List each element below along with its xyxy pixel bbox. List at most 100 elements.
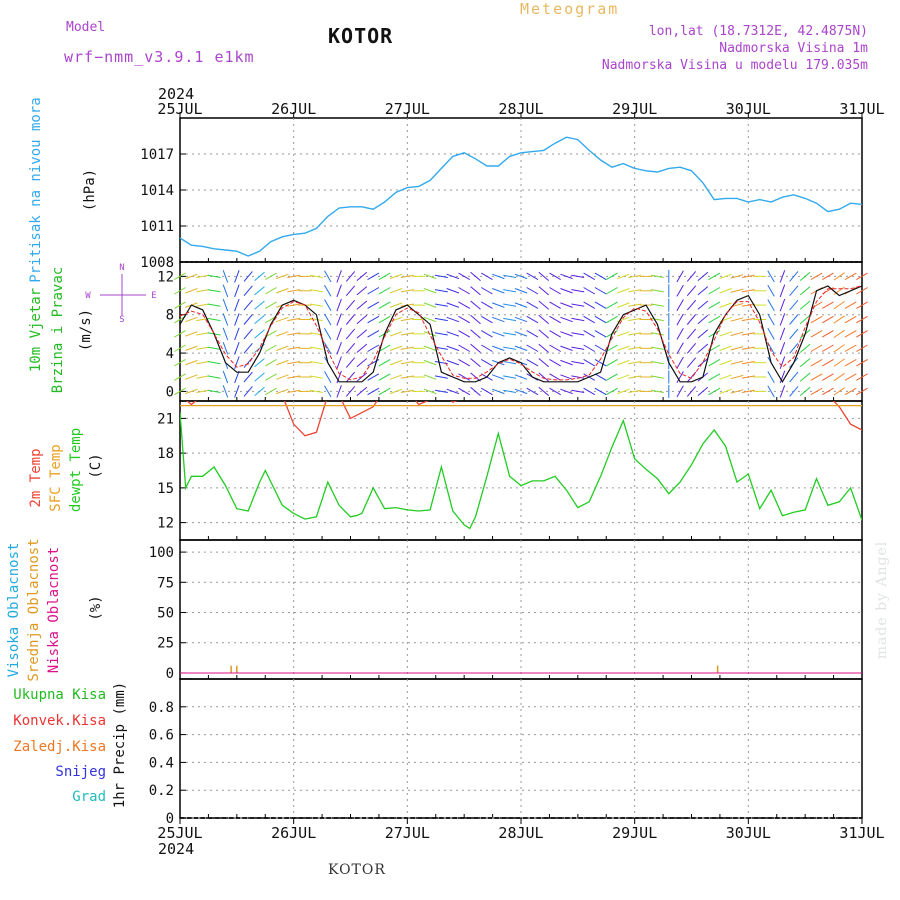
precip-ytick-label: 0.2 xyxy=(149,783,174,799)
wind-arrow xyxy=(650,375,664,379)
precip-legend-3: Snijeg xyxy=(55,764,106,780)
wind-arrow xyxy=(400,389,414,393)
wind-arrow xyxy=(719,374,732,380)
bottom-xtick-label: 30JUL xyxy=(726,824,771,842)
compass-letter: S xyxy=(119,315,124,325)
wind-arrow xyxy=(606,272,618,281)
wind-arrow xyxy=(741,274,755,278)
wind-arrow xyxy=(196,389,210,393)
wind-arrow xyxy=(549,330,561,338)
wind-arrow xyxy=(324,371,332,383)
wind-arrow xyxy=(789,386,799,397)
wind-arrow xyxy=(697,271,709,281)
wind-arrow xyxy=(458,344,471,352)
wind-arrow xyxy=(234,327,240,341)
wind-arrow xyxy=(571,346,585,350)
wind-arrow xyxy=(470,386,481,396)
wind-arrow xyxy=(185,345,198,351)
wind-arrow xyxy=(606,373,618,381)
wind-arrow xyxy=(686,314,697,325)
wind-arrow xyxy=(571,361,585,365)
wind-arrow xyxy=(309,303,323,307)
wind-arrow xyxy=(676,270,684,283)
wind-arrow xyxy=(345,285,356,297)
cloud-ytick-label: 100 xyxy=(149,545,174,561)
wind-arrow xyxy=(719,288,732,294)
wind-arrow xyxy=(856,315,868,324)
precip-legend-1: Konvek.Kisa xyxy=(13,713,106,729)
wind-arrow xyxy=(324,284,332,297)
wind-arrow xyxy=(356,386,368,396)
wind-arrow xyxy=(503,375,517,379)
wind-arrow xyxy=(844,387,857,396)
wind-arrow xyxy=(549,315,561,324)
wind-arrow xyxy=(833,300,845,310)
wind-arrow xyxy=(434,332,448,336)
wind-arrow xyxy=(196,289,210,293)
wind-arrow xyxy=(779,370,786,384)
wind-arrow xyxy=(446,359,460,366)
wind-arrow xyxy=(571,274,585,278)
wind-arrow xyxy=(822,330,834,338)
wind-arrow xyxy=(400,375,414,379)
wind-arrow xyxy=(389,374,403,380)
bottom-xtick-label: 31JUL xyxy=(839,824,884,842)
wind-arrow xyxy=(481,315,493,324)
wind-arrow xyxy=(400,332,414,336)
wind-arrow xyxy=(856,344,868,352)
compass-letter: N xyxy=(119,263,124,273)
wind-arrow xyxy=(378,373,391,381)
wind-arrow xyxy=(741,317,755,322)
wind-arrow xyxy=(503,289,517,293)
wind-arrow xyxy=(810,330,823,338)
wind-arrow xyxy=(276,316,289,323)
precip-ytick-label: 0.6 xyxy=(149,728,174,744)
wind-arrow xyxy=(606,387,618,396)
pressure-ytick-label: 1011 xyxy=(140,219,174,235)
wind-arrow xyxy=(686,271,697,282)
wind-arrow xyxy=(810,315,823,324)
wind-arrow xyxy=(470,343,481,353)
wind-arrow xyxy=(446,331,460,337)
wind-arrow xyxy=(207,274,221,278)
wind-arrow xyxy=(767,270,775,283)
wind-arrow xyxy=(628,317,642,322)
top-xtick-label: 30JUL xyxy=(726,100,771,118)
wind-arrow xyxy=(309,274,323,278)
wind-arrow xyxy=(856,387,868,396)
wind-arrow xyxy=(234,342,240,355)
wind-arrow xyxy=(356,286,368,296)
wind-unit-label: (m/s) xyxy=(78,309,94,351)
wind-arrow xyxy=(243,299,253,311)
wind-arrow xyxy=(549,373,561,381)
wind-arrow xyxy=(336,327,342,341)
wind-arrow xyxy=(538,358,550,368)
wind-arrow xyxy=(526,287,539,295)
wind-arrow xyxy=(378,287,391,295)
wind-arrow xyxy=(730,389,744,394)
wind-arrow xyxy=(254,386,265,396)
wind-arrow xyxy=(174,272,186,281)
wind-arrow xyxy=(458,272,471,281)
wind-arrow xyxy=(594,272,607,281)
wind-arrow xyxy=(492,374,505,380)
wind-arrow xyxy=(446,316,460,323)
wind-arrow xyxy=(185,273,198,280)
wind-arrow xyxy=(234,270,240,283)
wind-arrow xyxy=(345,386,356,397)
wind-arrow xyxy=(446,288,460,294)
wind-arrow xyxy=(833,387,845,396)
temp-ylabel-1: 2m Temp xyxy=(28,448,44,507)
wind-arrow xyxy=(336,385,342,398)
wind-arrow xyxy=(628,346,642,350)
wind-arrow xyxy=(650,289,664,293)
wind-arrow xyxy=(708,373,721,381)
wind-arrow xyxy=(833,329,845,339)
wind-frame xyxy=(179,261,863,402)
temperature-ytick-label: 12 xyxy=(157,516,174,532)
wind-arrow xyxy=(617,288,630,294)
wind-arrow xyxy=(697,300,709,310)
wind-arrow xyxy=(514,345,528,351)
wind-arrow xyxy=(324,328,332,340)
wind-arrow xyxy=(265,373,277,381)
